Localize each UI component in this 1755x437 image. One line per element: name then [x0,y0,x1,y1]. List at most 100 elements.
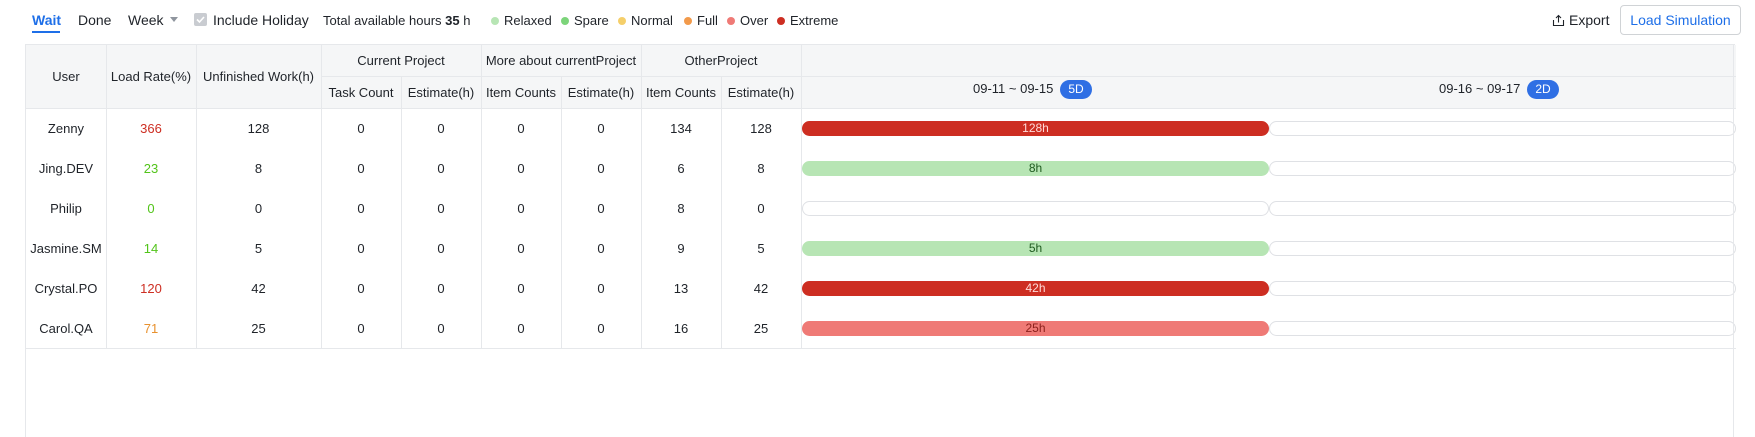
more-about-item-counts: 0 [517,201,525,216]
load-bar-period-2[interactable] [1269,321,1736,336]
divider [401,77,402,349]
legend-label: Extreme [790,13,839,28]
more-about-item-counts: 0 [517,161,525,176]
divider [481,45,482,349]
header-task-count: Task Count [328,85,394,100]
unfinished-work: 8 [254,161,263,176]
other-project-estimate: 42 [753,281,769,296]
header-other-project: OtherProject [684,53,758,68]
workload-table: User Load Rate(%) Unfinished Work(h) Cur… [25,44,1736,437]
include-holiday-label[interactable]: Include Holiday [213,12,309,28]
load-rate: 0 [147,201,155,216]
unfinished-work: 5 [254,241,263,256]
export-button[interactable]: Export [1552,11,1609,29]
load-rate: 120 [140,281,162,296]
period-header: 09-16 ~ 09-17 2D [1439,80,1559,99]
load-bar-period-1[interactable]: 8h [802,161,1269,176]
current-project-estimate: 0 [437,161,445,176]
other-project-estimate: 128 [750,121,772,136]
load-rate: 14 [143,241,159,256]
tab-wait[interactable]: Wait [32,12,62,28]
legend-dot [777,17,785,25]
load-rate: 23 [143,161,159,176]
divider [321,45,322,349]
header-item-counts: Item Counts [485,85,557,100]
more-about-estimate: 0 [597,241,605,256]
load-bar-period-2[interactable] [1269,121,1736,136]
load-bar-period-1[interactable]: 128h [802,121,1269,136]
legend-label: Over [740,13,769,28]
legend-dot [684,17,692,25]
legend-full: Full [684,12,718,29]
legend-dot [491,17,499,25]
period-days-badge: 2D [1527,80,1559,99]
other-project-item-counts: 13 [673,281,689,296]
header-more-about-current-project: More about currentProject [485,53,637,68]
period-header: 09-11 ~ 09-15 5D [973,80,1092,99]
legend-extreme: Extreme [777,12,838,29]
header-item-counts: Item Counts [645,85,717,100]
period-select[interactable]: Week [128,11,178,29]
load-bar-period-1[interactable]: 5h [802,241,1269,256]
period-days-badge: 5D [1060,80,1092,99]
export-label: Export [1569,12,1610,28]
load-bar-period-1[interactable]: 42h [802,281,1269,296]
user-name: Carol.QA [39,321,93,336]
current-project-estimate: 0 [437,281,445,296]
current-project-task-count: 0 [357,241,365,256]
more-about-item-counts: 0 [517,241,525,256]
unfinished-work: 128 [247,121,270,136]
total-hours-label: Total available hours [323,13,442,28]
user-name: Crystal.PO [34,281,98,296]
legend-label: Relaxed [504,13,552,28]
current-project-task-count: 0 [357,161,365,176]
divider [321,76,1736,77]
load-bar-period-2[interactable] [1269,241,1736,256]
total-hours-unit: h [463,13,471,28]
legend-spare: Spare [561,12,609,29]
load-bar-period-2[interactable] [1269,201,1736,216]
more-about-estimate: 0 [597,201,605,216]
current-project-estimate: 0 [437,201,445,216]
header-load-rate[interactable]: Load Rate(%) [110,69,192,84]
legend-dot [618,17,626,25]
unfinished-work: 25 [251,321,266,336]
chevron-down-icon [169,17,178,22]
load-bar-period-2[interactable] [1269,281,1736,296]
total-available-hours: Total available hours 35 h [323,12,470,29]
other-project-estimate: 0 [757,201,765,216]
divider [106,45,107,349]
scrollbar[interactable] [1733,44,1734,437]
more-about-estimate: 0 [597,321,605,336]
other-project-item-counts: 9 [677,241,685,256]
user-name: Jasmine.SM [30,241,102,256]
current-project-estimate: 0 [437,241,445,256]
legend-normal: Normal [618,12,673,29]
other-project-item-counts: 16 [673,321,689,336]
period-select-value: Week [128,12,164,28]
unfinished-work: 42 [251,281,266,296]
user-name: Philip [50,201,82,216]
divider [196,45,197,349]
load-simulation-button[interactable]: Load Simulation [1620,5,1741,35]
header-unfinished-work[interactable]: Unfinished Work(h) [202,69,315,84]
current-project-task-count: 0 [357,121,365,136]
period-range: 09-11 ~ 09-15 [973,81,1054,96]
load-bar-period-2[interactable] [1269,161,1736,176]
load-bar-period-1[interactable]: 25h [802,321,1269,336]
tab-done[interactable]: Done [78,12,112,28]
legend-label: Normal [631,13,673,28]
load-bar-period-1[interactable] [802,201,1269,216]
unfinished-work: 0 [254,201,263,216]
more-about-item-counts: 0 [517,121,525,136]
other-project-estimate: 8 [757,161,765,176]
toolbar: Wait Done Week Include Holiday Total ava… [0,0,1755,40]
include-holiday-checkbox[interactable] [194,13,207,26]
legend-label: Full [697,13,718,28]
export-icon [1552,14,1565,27]
other-project-item-counts: 134 [670,121,692,136]
header-user: User [52,69,80,84]
current-project-task-count: 0 [357,201,365,216]
other-project-item-counts: 6 [677,161,685,176]
active-tab-indicator [32,31,60,33]
